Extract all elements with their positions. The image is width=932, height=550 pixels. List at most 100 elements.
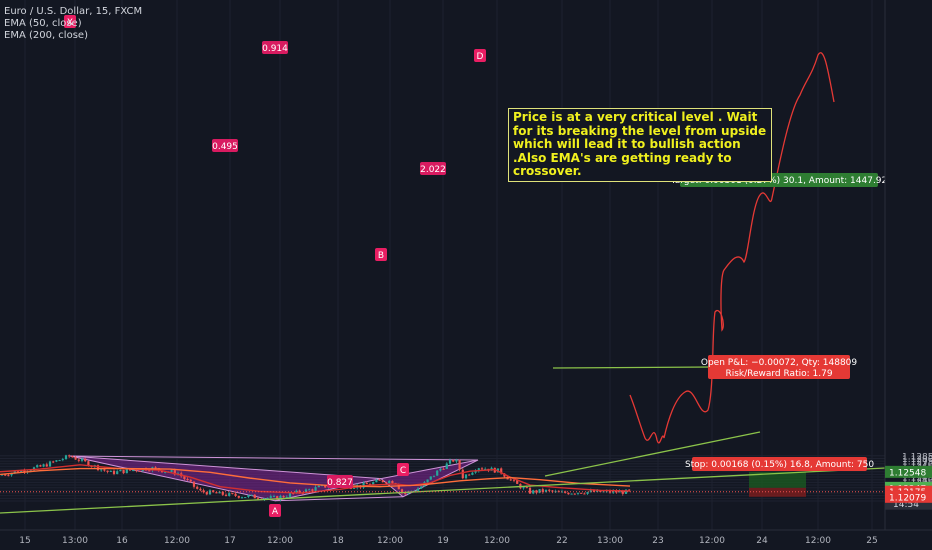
candle-body	[477, 468, 480, 471]
candle-body	[106, 470, 109, 472]
candle-body	[20, 470, 23, 473]
time-axis[interactable]: 15 13:00 16 12:00 17 12:00 18 12:00 19 12:00 22 13:…	[0, 529, 932, 546]
candle-body	[458, 460, 461, 470]
xab-triangle	[69, 455, 382, 502]
candle-body	[628, 489, 631, 491]
annotation-note[interactable]: Price is at a very critical level . Wait…	[508, 108, 772, 182]
projection-path	[629, 52, 835, 444]
time-tick-label: 16	[116, 536, 128, 546]
candle-body	[160, 470, 164, 473]
ema50-legend[interactable]: EMA (50, close)	[4, 18, 82, 29]
candle-body	[29, 470, 32, 472]
pnl-label-text: Risk/Reward Ratio: 1.79	[725, 369, 832, 379]
target-label-text: Target: 0.00301 (0.27%) 30.1, Amount: 14…	[670, 176, 888, 186]
candle-body	[375, 479, 378, 483]
candle-body	[189, 479, 192, 482]
candle-body	[87, 461, 90, 466]
candle-body	[192, 481, 196, 487]
price-axis[interactable]: 1.128501.128001.127501.127001.126501.126…	[884, 0, 932, 550]
ratio-label-bg	[327, 475, 353, 488]
candle-body	[183, 476, 186, 480]
candle-body	[564, 491, 567, 493]
pnl-label-text: Open P&L: −0.00072, Qty: 148809	[701, 358, 858, 368]
candle-body	[314, 487, 317, 491]
candle-body	[208, 490, 212, 495]
pnl-label-bg	[708, 355, 850, 379]
candle-body	[448, 460, 452, 464]
pattern-point-b: B	[378, 251, 384, 261]
short-support-trendline	[544, 431, 761, 477]
candle-body	[583, 493, 586, 495]
candle-body	[509, 479, 512, 481]
candle-body	[221, 491, 224, 495]
candle-body	[202, 490, 205, 493]
ema200-legend[interactable]: EMA (200, close)	[4, 30, 88, 41]
price-tick-label: 1.12850	[902, 452, 932, 462]
ratio-label: 2.022	[420, 165, 446, 175]
candle-body	[45, 464, 48, 467]
candle-body	[436, 470, 439, 476]
candle-body	[119, 469, 122, 472]
ac-line	[274, 496, 404, 502]
candle-body	[442, 468, 445, 470]
candle-body	[624, 489, 628, 494]
ratio-label-bg	[212, 139, 238, 152]
candle-body	[573, 493, 576, 495]
candle-body	[55, 460, 58, 462]
candle-body	[391, 480, 394, 484]
candle-body	[292, 493, 295, 495]
symbol-title[interactable]: Euro / U.S. Dollar, 15, FXCM	[4, 6, 143, 17]
candle-body	[317, 485, 320, 488]
pattern-point-a: A	[272, 507, 279, 517]
ratio-label: 0.827	[327, 478, 353, 488]
candle-body	[416, 488, 420, 491]
candle-body	[400, 489, 404, 493]
projection-path	[629, 52, 835, 444]
candle-body	[308, 489, 311, 491]
candle-body	[128, 469, 132, 471]
candle-body	[186, 479, 189, 481]
candle-body	[132, 470, 135, 472]
pattern-point-b-bg	[375, 248, 387, 261]
ratio-label-bg	[262, 41, 288, 54]
harmonic-pattern	[69, 455, 479, 502]
candle-body	[36, 465, 39, 468]
candle-body	[500, 468, 503, 474]
time-tick-label: 17	[224, 536, 235, 546]
stop-label-bg	[692, 457, 867, 471]
pattern-point-d: D	[477, 52, 484, 62]
candle-body	[512, 479, 516, 481]
candle-body	[432, 475, 436, 477]
candle-body	[516, 480, 519, 484]
ratio-label: 0.914	[262, 44, 288, 54]
candle-body	[439, 468, 442, 471]
stop-price-tag-bg	[885, 490, 932, 503]
time-tick-label: 12:00	[377, 536, 403, 546]
indicator-legend: Euro / U.S. Dollar, 15, FXCM EMA (50, cl…	[4, 6, 142, 42]
candle-body	[48, 461, 52, 467]
candle-body	[247, 495, 250, 498]
candle-body	[100, 469, 103, 471]
candle-body	[455, 460, 458, 462]
candle-body	[96, 465, 100, 471]
candle-body	[116, 471, 119, 474]
candle-body	[154, 467, 157, 469]
candle-body	[372, 482, 375, 485]
candle-body	[468, 474, 471, 476]
ratio-label-bg	[420, 162, 446, 175]
time-tick-label: 12:00	[484, 536, 510, 546]
candle-body	[429, 476, 432, 480]
candle-body	[452, 460, 455, 462]
candle-body	[420, 486, 423, 489]
pattern-point-x-bg	[64, 15, 76, 28]
candle-body	[68, 455, 71, 457]
candle-body	[77, 459, 80, 461]
candle-body	[244, 497, 247, 499]
candle-body	[170, 470, 173, 472]
candle-body	[592, 490, 596, 492]
stop-price-tag: 1.12079	[889, 493, 926, 503]
ratio-label: 0.495	[212, 142, 238, 152]
candle-body	[295, 490, 298, 494]
candle-body	[298, 490, 301, 493]
